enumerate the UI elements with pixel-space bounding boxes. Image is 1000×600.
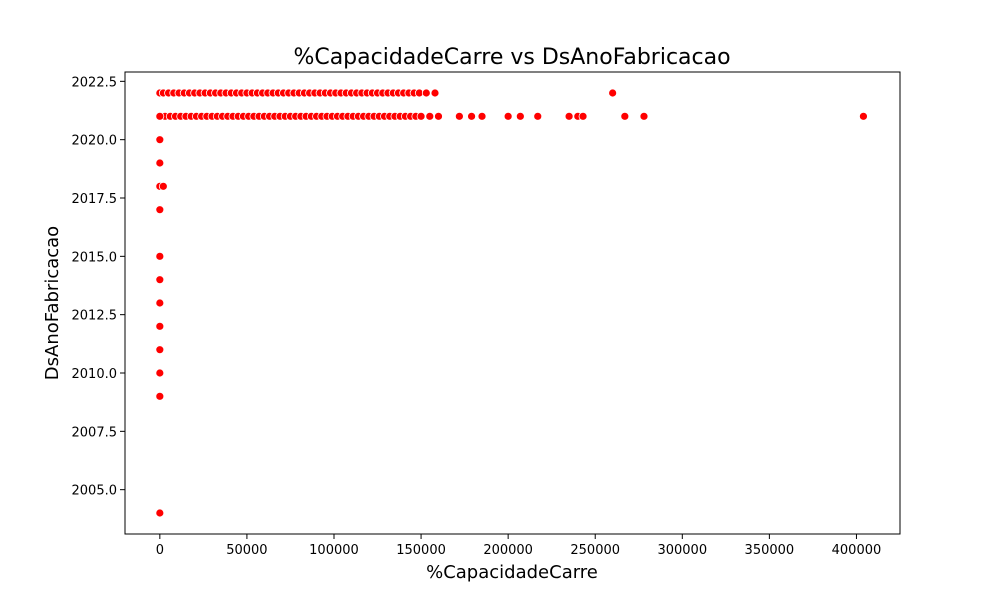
data-point <box>425 111 435 121</box>
data-point <box>155 508 165 518</box>
data-point <box>430 88 440 98</box>
data-point <box>620 111 630 121</box>
data-point <box>454 111 464 121</box>
data-point <box>155 111 165 121</box>
data-point <box>608 88 618 98</box>
data-point <box>578 111 588 121</box>
y-axis: 2005.0 2007.5 2010.0 2012.5 2015.0 2017.5 2020… <box>72 75 125 499</box>
chart-title: %CapacidadeCarre vs DsAnoFabricacao <box>293 45 730 70</box>
x-tick-label: 400000 <box>832 543 882 558</box>
x-axis-label: %CapacidadeCarre <box>426 562 598 583</box>
plot-frame <box>124 71 901 535</box>
data-points <box>155 88 868 518</box>
data-point <box>155 275 165 285</box>
data-point <box>155 158 165 168</box>
data-point <box>421 88 431 98</box>
data-point <box>467 111 476 121</box>
y-tick-label: 2010.0 <box>72 367 118 382</box>
data-point <box>416 111 426 121</box>
data-point <box>155 135 165 145</box>
y-axis-label: DsAnoFabricacao <box>42 226 63 380</box>
x-axis: 0 50000 100000 150000 200000 250000 300000 3500… <box>156 534 882 558</box>
x-tick-label: 200000 <box>483 543 533 558</box>
x-tick-label: 100000 <box>309 543 359 558</box>
data-point <box>155 368 165 378</box>
y-tick-label: 2022.5 <box>72 75 118 90</box>
y-tick-label: 2005.0 <box>72 484 118 499</box>
x-tick-label: 50000 <box>226 543 267 558</box>
data-point <box>515 111 525 121</box>
data-point <box>155 321 165 331</box>
x-tick-label: 300000 <box>657 543 707 558</box>
data-point <box>434 111 443 121</box>
data-point <box>859 111 868 121</box>
data-point <box>564 111 574 121</box>
y-tick-label: 2012.5 <box>72 309 118 324</box>
data-point <box>158 181 168 191</box>
data-point <box>477 111 487 121</box>
y-tick-label: 2007.5 <box>72 425 118 440</box>
x-tick-label: 0 <box>156 543 164 558</box>
y-tick-label: 2015.0 <box>72 250 118 265</box>
y-tick-label: 2020.0 <box>72 134 118 149</box>
data-point <box>533 111 543 121</box>
data-point <box>155 205 165 215</box>
data-point <box>639 111 649 121</box>
data-point <box>155 391 165 401</box>
data-point <box>155 345 165 355</box>
y-tick-label: 2017.5 <box>72 192 118 207</box>
x-tick-label: 350000 <box>745 543 795 558</box>
x-tick-label: 250000 <box>570 543 620 558</box>
x-tick-label: 150000 <box>396 543 446 558</box>
data-point <box>503 111 513 121</box>
data-point <box>155 251 165 261</box>
data-point <box>155 298 165 308</box>
